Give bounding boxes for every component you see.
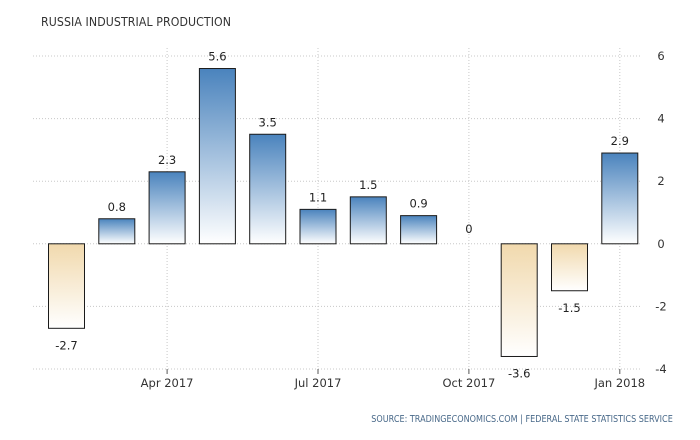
grid: [33, 48, 640, 370]
y-tick-label: -2: [655, 299, 666, 313]
bar-jun-2017: [249, 133, 287, 245]
bar-sep-2017: [400, 215, 438, 245]
bar-value-label: 1.5: [359, 178, 377, 192]
bar-value-label: 1.1: [309, 190, 327, 204]
x-tick-label: Oct 2017: [442, 376, 495, 390]
x-tick-label: Jul 2017: [294, 376, 342, 390]
bar-may-2017: [198, 68, 236, 245]
bars: [48, 68, 639, 357]
bar-jul-2017: [299, 208, 337, 245]
y-tick-label: 4: [657, 112, 664, 126]
bar-value-label: -1.5: [558, 301, 580, 315]
source-note: SOURCE: TRADINGECONOMICS.COM | FEDERAL S…: [371, 414, 673, 425]
bar-value-label: 0.9: [409, 197, 427, 211]
bar-jan-2018: [601, 152, 639, 245]
bar-value-label: -3.6: [508, 366, 530, 380]
bar-aug-2017: [349, 196, 387, 245]
bar-apr-2017: [148, 171, 186, 245]
y-tick-label: 6: [657, 49, 664, 63]
bar-mar-2017: [98, 218, 136, 245]
bar-value-label: -2.7: [55, 338, 77, 352]
x-tick-label: Jan 2018: [593, 376, 645, 390]
bar-dec-2017: [551, 243, 588, 292]
y-tick-label: 0: [657, 237, 664, 251]
bar-feb-2017: [48, 243, 85, 329]
bar-labels: -2.7 0.8 2.3 5.6 3.5 1.1 1.5 0.9 0 -3.6 -1.5 2.9: [55, 50, 629, 381]
y-tick-label: 2: [657, 174, 664, 188]
x-axis: Apr 2017 Jul 2017 Oct 2017 Jan 2018: [141, 369, 645, 390]
y-tick-label: -4: [655, 362, 666, 376]
chart-title: RUSSIA INDUSTRIAL PRODUCTION: [41, 14, 232, 29]
x-tick-label: Apr 2017: [141, 376, 194, 390]
bar-value-label: 3.5: [259, 115, 277, 129]
bar-nov-2017: [500, 243, 538, 357]
bar-value-label: 0: [465, 222, 472, 236]
bar-value-label: 5.6: [208, 50, 226, 64]
y-axis: 6 4 2 0 -2 -4: [655, 49, 666, 376]
bar-value-label: 0.8: [108, 200, 126, 214]
bar-value-label: 2.3: [158, 153, 176, 167]
bar-value-label: 2.9: [611, 134, 629, 148]
